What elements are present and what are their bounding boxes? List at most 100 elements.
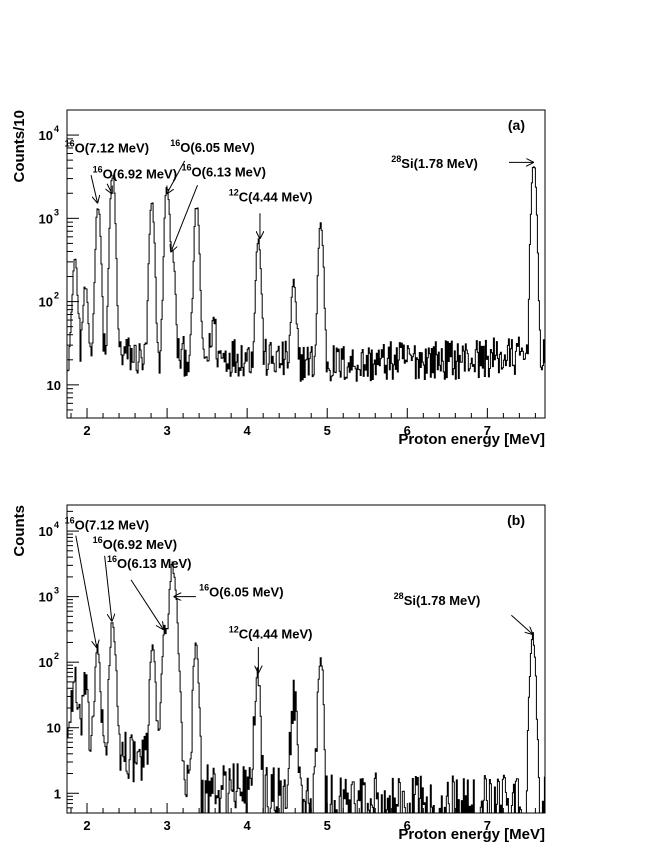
isotope-mass-number: 16: [170, 138, 180, 148]
y-tick-label: 10: [39, 655, 53, 670]
transition-label: O(6.92 MeV): [103, 167, 177, 182]
y-tick-label: 10: [39, 211, 53, 226]
peak-annotation: 16O(7.12 MeV): [65, 138, 149, 202]
annotation-arrow: [90, 175, 97, 202]
peak-annotation: 12C(4.44 MeV): [229, 624, 313, 672]
annotation-label: 28Si(1.78 MeV): [391, 154, 478, 171]
annotation-label: 16O(6.92 MeV): [93, 165, 177, 182]
peak-annotation: 16O(6.05 MeV): [167, 138, 255, 193]
x-tick-label: 7: [484, 423, 491, 438]
panel-a-annotations: 16O(7.12 MeV)16O(6.92 MeV)16O(6.05 MeV)1…: [65, 138, 533, 252]
transition-label: O(6.92 MeV): [103, 537, 177, 552]
panel-a-x-axis: 2 3 4 5 6 7: [70, 408, 536, 438]
peak-annotation: 16O(6.92 MeV): [93, 535, 177, 620]
peak-annotation: 28Si(1.78 MeV): [394, 591, 533, 634]
x-tick-label: 3: [163, 423, 170, 438]
y-tick-label: 10: [39, 128, 53, 143]
y-tick-exponent: 4: [54, 124, 59, 134]
panel-a-plot-frame: [66, 109, 546, 419]
transition-label: O(7.12 MeV): [75, 518, 149, 533]
isotope-mass-number: 12: [229, 187, 239, 197]
annotation-arrow: [130, 579, 163, 629]
panel-a-x-axis-title: Proton energy [MeV]: [398, 431, 545, 448]
x-tick-label: 5: [324, 423, 331, 438]
y-tick-exponent: 4: [54, 520, 59, 530]
isotope-mass-number: 16: [65, 138, 75, 148]
annotation-label: 16O(7.12 MeV): [65, 138, 149, 155]
annotation-label: 28Si(1.78 MeV): [394, 591, 481, 608]
x-tick-label: 6: [404, 423, 411, 438]
panel-a-panel-label: (a): [508, 117, 525, 133]
y-tick-exponent: 3: [54, 207, 59, 217]
x-tick-label: 7: [484, 818, 491, 833]
transition-label: O(6.13 MeV): [192, 164, 266, 179]
x-tick-label: 2: [83, 818, 90, 833]
y-tick-label: 10: [39, 295, 53, 310]
annotation-arrow: [511, 614, 532, 634]
isotope-mass-number: 28: [394, 591, 404, 601]
transition-label: O(6.05 MeV): [180, 140, 254, 155]
transition-label: Si(1.78 MeV): [404, 593, 481, 608]
panel-b-x-axis-title: Proton energy [MeV]: [398, 826, 545, 843]
x-tick-label: 3: [163, 818, 170, 833]
y-tick-label: 10: [47, 721, 61, 736]
panel-b-histogram: [67, 561, 545, 814]
isotope-mass-number: 16: [93, 535, 103, 545]
y-tick-label: 10: [47, 378, 61, 393]
transition-label: C(4.44 MeV): [239, 626, 313, 641]
annotation-label: 16O(6.13 MeV): [107, 554, 191, 571]
y-tick-label: 10: [39, 524, 53, 539]
y-tick-exponent: 2: [54, 651, 59, 661]
peak-annotation: 16O(6.13 MeV): [107, 554, 191, 629]
peak-annotation: 16O(6.92 MeV): [93, 165, 177, 194]
isotope-mass-number: 16: [199, 583, 209, 593]
peak-annotation: 16O(7.12 MeV): [65, 516, 149, 647]
transition-label: O(6.13 MeV): [117, 556, 191, 571]
panel-b-y-axis-title: Counts: [11, 505, 28, 557]
x-tick-label: 6: [404, 818, 411, 833]
isotope-mass-number: 12: [229, 624, 239, 634]
panel-a-histogram: [67, 166, 545, 382]
y-tick-label: 10: [39, 590, 53, 605]
panel-a-y-axis-title: Counts/10: [11, 110, 28, 183]
transition-label: C(4.44 MeV): [239, 189, 313, 204]
panel-b-panel-label: (b): [507, 512, 525, 528]
peak-annotation: 16O(6.13 MeV): [171, 162, 266, 251]
annotation-label: 12C(4.44 MeV): [229, 624, 313, 641]
annotation-label: 16O(6.92 MeV): [93, 535, 177, 552]
isotope-mass-number: 16: [65, 516, 75, 526]
y-tick-exponent: 2: [54, 291, 59, 301]
annotation-label: 16O(6.05 MeV): [199, 583, 283, 600]
x-tick-label: 4: [244, 818, 252, 833]
peak-annotation: 12C(4.44 MeV): [229, 187, 313, 238]
isotope-mass-number: 16: [107, 554, 117, 564]
transition-label: O(6.05 MeV): [209, 585, 283, 600]
transition-label: Si(1.78 MeV): [401, 156, 478, 171]
annotation-arrow: [104, 555, 112, 621]
panel-b-annotations: 16O(7.12 MeV)16O(6.92 MeV)16O(6.13 MeV)1…: [65, 516, 533, 673]
annotation-label: 12C(4.44 MeV): [229, 187, 313, 204]
annotation-arrow: [75, 535, 97, 647]
annotation-arrow: [107, 183, 112, 193]
isotope-mass-number: 28: [391, 154, 401, 164]
x-tick-label: 2: [83, 423, 90, 438]
annotation-label: 16O(6.05 MeV): [170, 138, 254, 155]
annotation-label: 16O(7.12 MeV): [65, 516, 149, 533]
isotope-mass-number: 16: [181, 162, 191, 172]
peak-annotation: 28Si(1.78 MeV): [391, 154, 533, 171]
y-tick-label: 1: [54, 786, 61, 801]
x-tick-label: 4: [244, 423, 252, 438]
transition-label: O(7.12 MeV): [75, 140, 149, 155]
x-tick-label: 5: [324, 818, 331, 833]
annotation-arrow: [171, 185, 198, 251]
y-tick-exponent: 3: [54, 586, 59, 596]
annotation-arrow: [167, 160, 186, 193]
annotation-label: 16O(6.13 MeV): [181, 162, 265, 179]
isotope-mass-number: 16: [93, 165, 103, 175]
peak-annotation: 16O(6.05 MeV): [174, 583, 284, 600]
